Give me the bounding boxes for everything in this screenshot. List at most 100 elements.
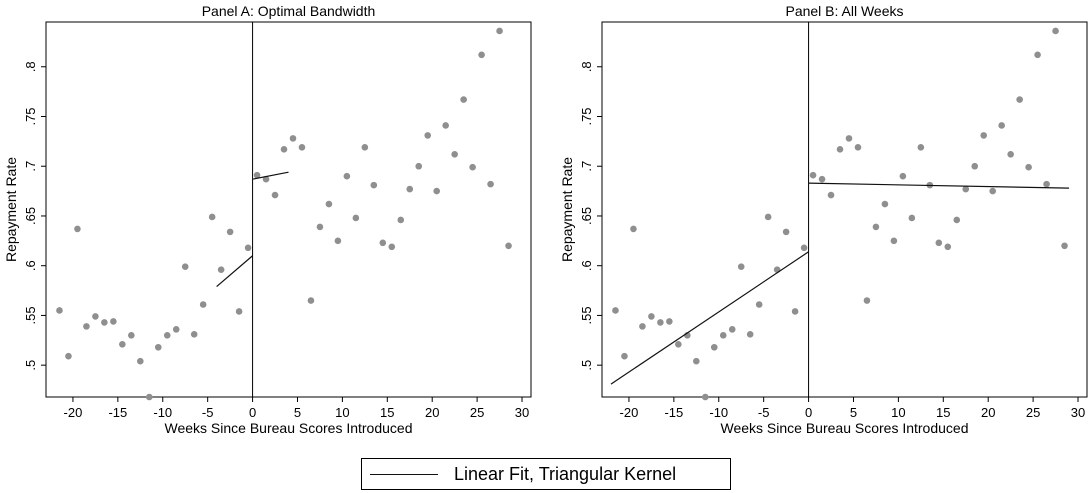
- x-tick-label: -5: [758, 405, 770, 420]
- data-point: [935, 239, 943, 247]
- data-point: [746, 331, 754, 338]
- data-point: [352, 214, 360, 222]
- data-point: [460, 96, 467, 103]
- data-point: [181, 263, 189, 270]
- x-tick-label: -10: [153, 405, 172, 420]
- data-point: [845, 135, 853, 142]
- data-point: [487, 180, 494, 188]
- data-point: [980, 132, 988, 139]
- data-point: [56, 307, 63, 314]
- y-tick-label: .75: [23, 107, 38, 125]
- data-point: [415, 162, 423, 170]
- data-point: [998, 122, 1005, 129]
- data-point: [701, 393, 709, 401]
- data-point: [630, 225, 637, 233]
- y-tick-label: .55: [579, 306, 594, 324]
- data-point: [316, 223, 324, 231]
- data-point: [74, 225, 81, 233]
- x-tick-label: 0: [805, 405, 812, 420]
- data-point: [442, 122, 449, 129]
- panel-b: Panel B: All Weeks -20 -15 -10 -5 0 5 10 15 20 25 3…: [559, 3, 1088, 436]
- data-point: [764, 213, 772, 221]
- data-point: [1034, 51, 1041, 59]
- legend: Linear Fit, Triangular Kernel: [361, 458, 731, 490]
- data-point: [836, 146, 844, 153]
- data-point: [217, 266, 225, 273]
- data-point: [244, 244, 252, 252]
- data-point: [325, 200, 333, 208]
- y-tick-label: .75: [579, 107, 594, 125]
- data-point: [469, 163, 476, 171]
- data-point: [271, 191, 279, 199]
- x-tick-label: 20: [425, 405, 439, 420]
- y-tick-label: .8: [23, 61, 38, 72]
- data-point: [208, 213, 216, 221]
- x-tick-label: 30: [1071, 405, 1085, 420]
- x-tick-label: 25: [470, 405, 484, 420]
- data-point: [854, 144, 862, 151]
- x-tick-label: 10: [891, 405, 905, 420]
- y-tick-label: .65: [23, 207, 38, 225]
- data-point: [1043, 180, 1050, 188]
- data-point: [451, 150, 458, 158]
- data-point: [253, 171, 261, 179]
- data-point: [944, 243, 952, 251]
- data-point: [791, 308, 799, 315]
- fit-line-left: [610, 251, 809, 385]
- data-point: [496, 27, 503, 35]
- data-point: [190, 331, 198, 338]
- data-point: [307, 297, 315, 304]
- data-point: [728, 326, 736, 333]
- data-point: [154, 343, 162, 351]
- x-tick-label: 0: [249, 405, 256, 420]
- data-point: [899, 172, 907, 180]
- data-point: [298, 144, 306, 151]
- data-point: [971, 162, 979, 170]
- x-tick-label: 15: [936, 405, 950, 420]
- data-point: [657, 319, 664, 326]
- data-point: [989, 187, 996, 195]
- data-point: [280, 146, 288, 153]
- data-point: [379, 239, 387, 247]
- data-point: [101, 319, 108, 326]
- y-axis-label: Repayment Rate: [559, 157, 575, 262]
- data-point: [675, 340, 682, 348]
- fit-line-right: [252, 171, 289, 180]
- data-point: [406, 185, 414, 193]
- y-axis-label: Repayment Rate: [3, 157, 19, 262]
- data-point: [1061, 242, 1068, 250]
- x-tick-label: -15: [108, 405, 127, 420]
- y-tick-label: .55: [23, 306, 38, 324]
- legend-label: Linear Fit, Triangular Kernel: [454, 464, 677, 484]
- data-point: [953, 216, 961, 224]
- legend-line-swatch: [370, 474, 438, 475]
- data-point: [397, 216, 405, 224]
- x-tick-label: 10: [335, 405, 349, 420]
- data-point: [128, 332, 135, 339]
- data-point: [800, 244, 808, 252]
- data-point: [737, 263, 745, 270]
- data-point: [1007, 150, 1014, 158]
- data-point: [1016, 96, 1023, 103]
- data-point: [433, 187, 440, 195]
- plot-frame: [601, 21, 1088, 398]
- data-point: [710, 343, 718, 351]
- data-point: [755, 301, 763, 308]
- data-point: [110, 318, 117, 325]
- x-tick-label: -15: [664, 405, 683, 420]
- data-point: [226, 228, 234, 236]
- x-tick-label: -20: [620, 405, 639, 420]
- x-tick-label: 30: [515, 405, 529, 420]
- chart-title: Panel A: Optimal Bandwidth: [202, 3, 376, 19]
- data-point: [388, 243, 396, 251]
- data-point: [1052, 27, 1059, 35]
- y-tick-label: .5: [23, 360, 38, 371]
- data-point: [719, 332, 727, 339]
- data-point: [639, 323, 646, 330]
- panel-a: Panel A: Optimal Bandwidth -20 -15 -10 -5 0 5 1…: [3, 3, 532, 436]
- figure: Panel A: Optimal Bandwidth -20 -15 -10 -5 0 5 1…: [3, 3, 1088, 436]
- data-point: [908, 214, 916, 222]
- data-point: [65, 352, 72, 360]
- data-point: [621, 352, 628, 360]
- plot-frame: [45, 21, 532, 398]
